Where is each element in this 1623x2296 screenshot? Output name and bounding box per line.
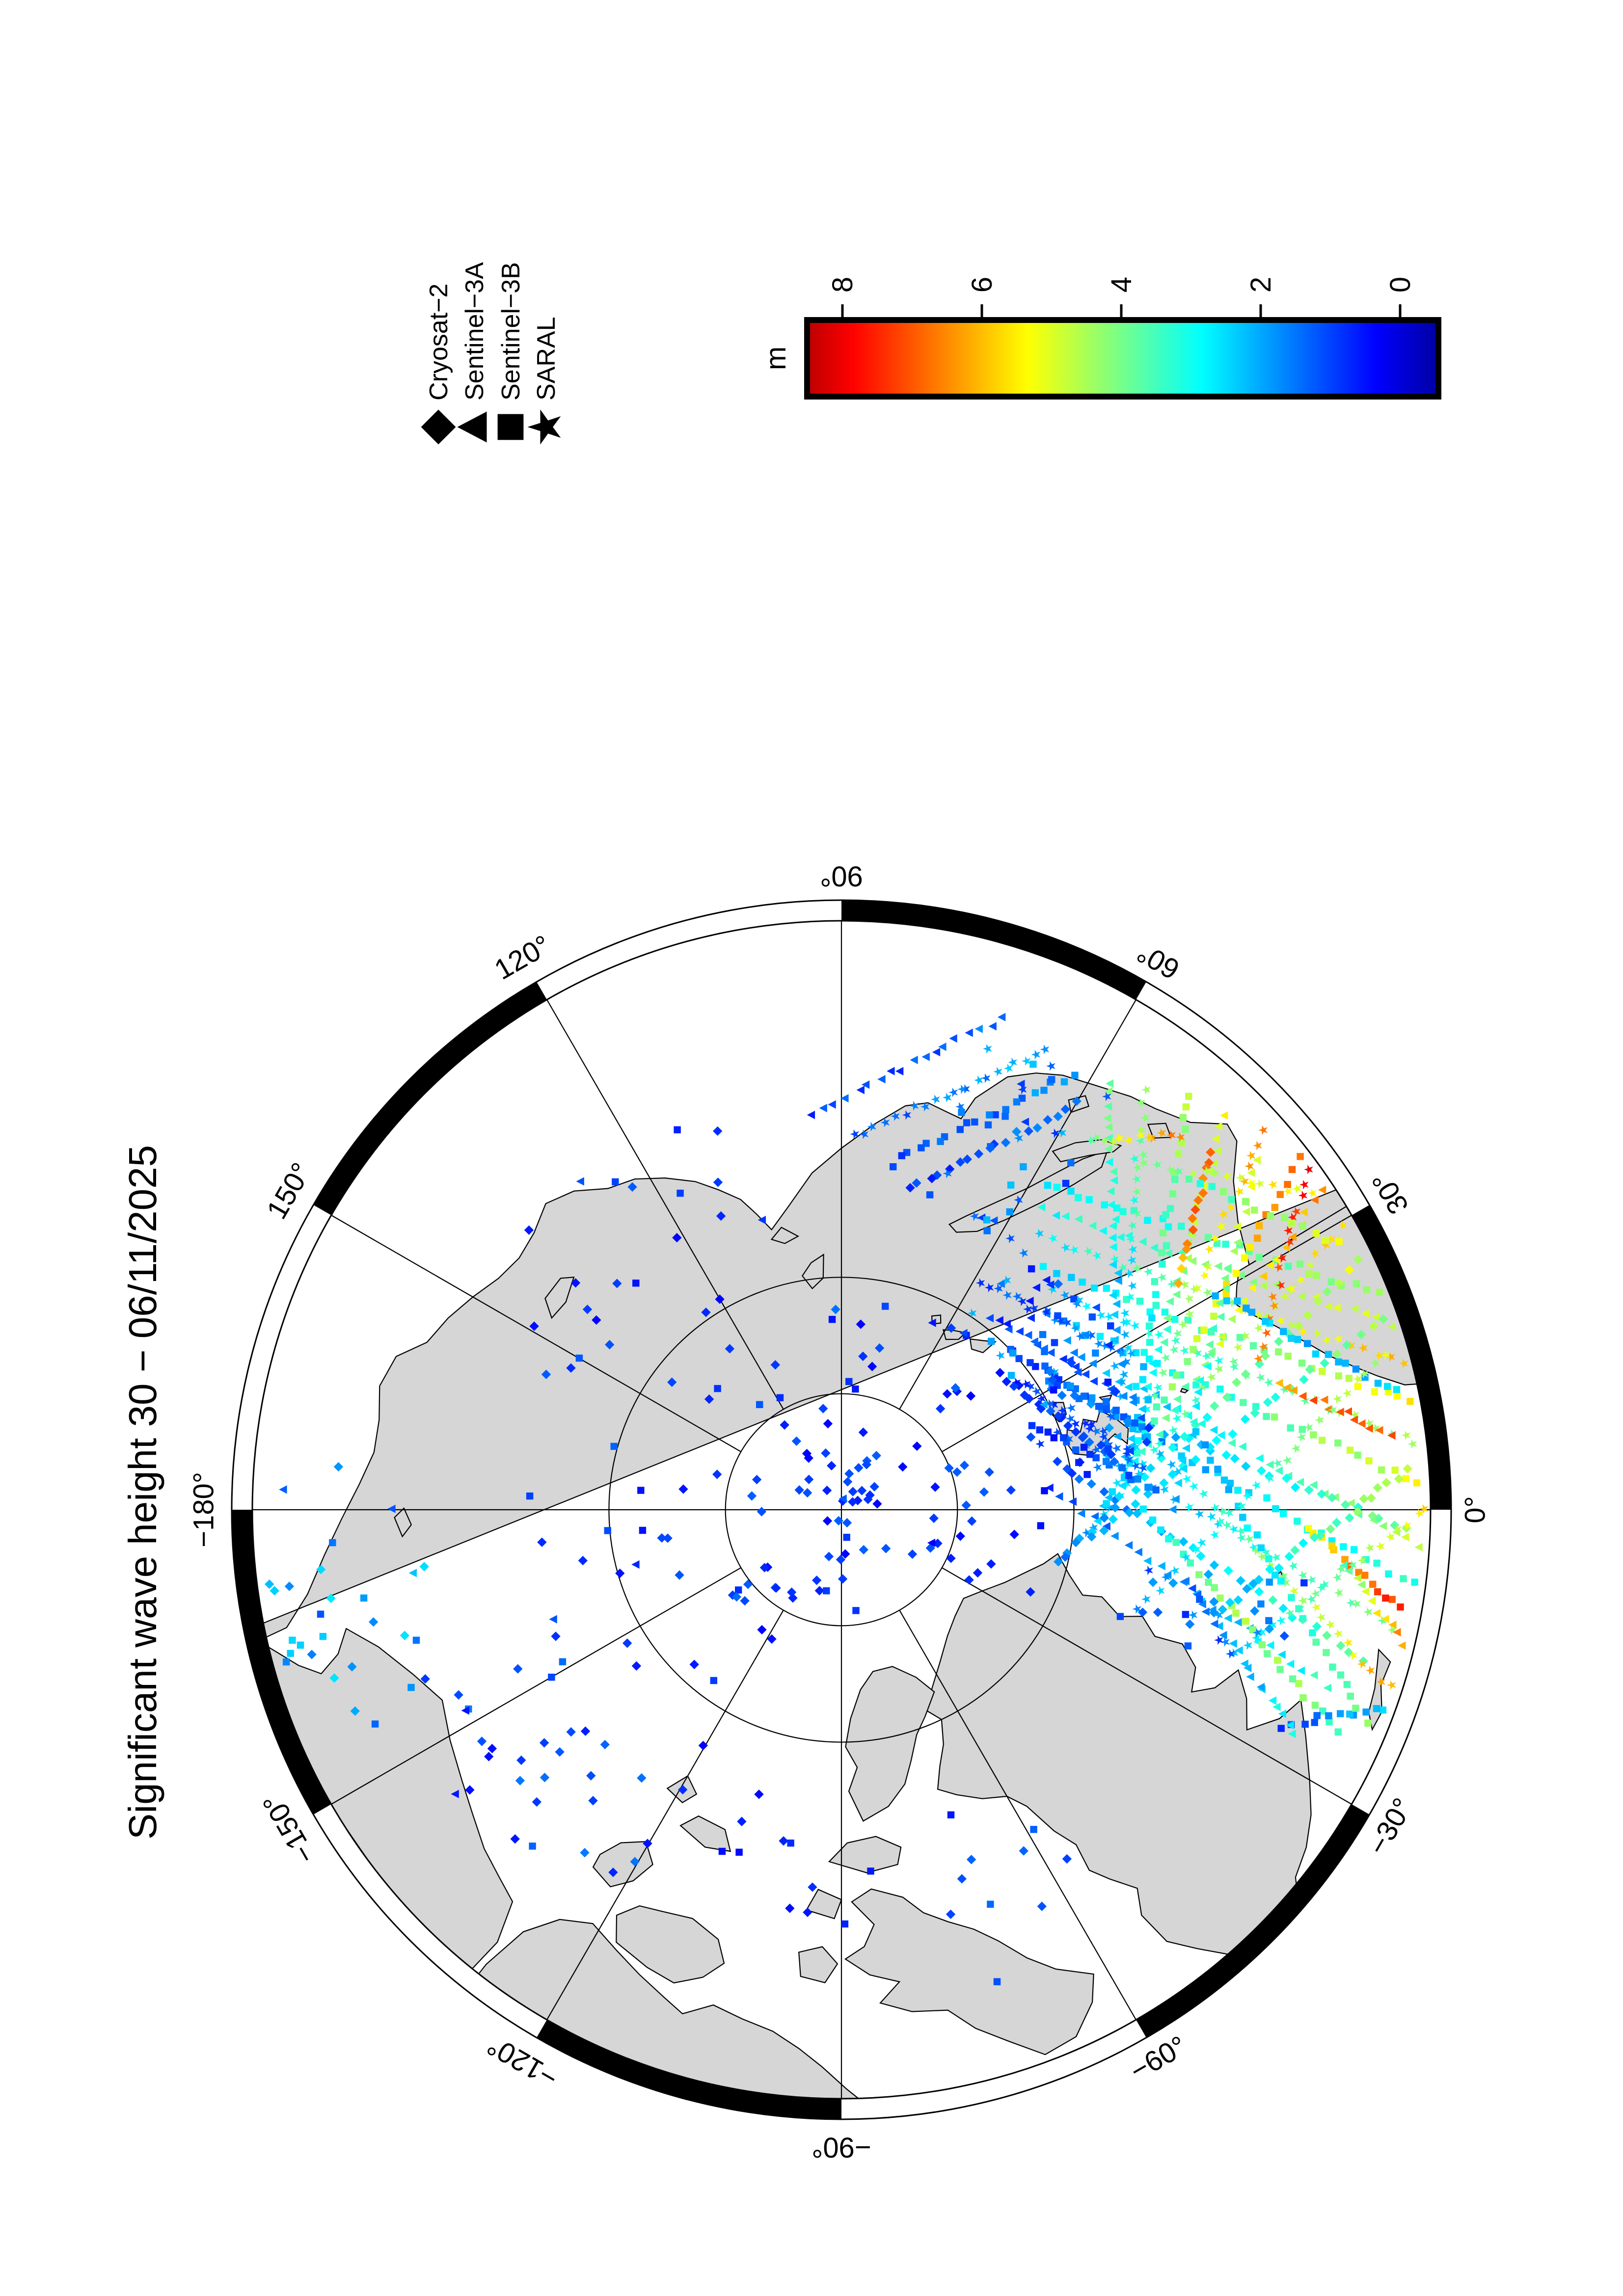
landmasses-layer	[252, 1072, 1431, 2099]
meridian--120	[546, 1610, 784, 2020]
colorbar-tick-label: 8	[827, 277, 859, 293]
meridian-120	[546, 999, 784, 1410]
fancy-frame-ring	[231, 899, 1452, 2120]
land-siberia	[252, 1072, 1431, 1671]
land-baffin-island	[844, 1888, 1094, 2056]
meridian-label-0: 0°	[1459, 1496, 1491, 1523]
land-ellesmere	[845, 1666, 935, 1822]
land-kolguev	[1147, 1122, 1172, 1139]
ring-black-segment	[232, 1510, 331, 1815]
ring-black-segment	[841, 900, 1146, 1000]
colorbar-tick-label: 4	[1106, 277, 1137, 293]
diamond-icon	[421, 409, 456, 445]
legend: Cryosat−2 Sentinel−3A Sentinel−3B SARAL	[421, 262, 561, 445]
colorbar: m 8 6 4 2 0	[760, 277, 1441, 400]
meridian--30	[942, 1567, 1352, 1805]
colorbar-tick-label: 0	[1384, 277, 1416, 293]
legend-label: Cryosat−2	[425, 284, 453, 400]
meridian--60	[899, 1610, 1136, 2020]
square-icon	[497, 414, 524, 440]
colorbar-unit-label: m	[760, 347, 792, 370]
ring-black-segment	[1352, 1205, 1451, 1510]
legend-item-sentinel-3a: Sentinel−3A	[457, 262, 489, 443]
land-franz-josef-2	[942, 1329, 967, 1340]
land-new-siberian	[544, 1276, 575, 1319]
legend-label: SARAL	[532, 317, 561, 400]
ring-black-segment	[537, 2020, 841, 2119]
land-boothia	[798, 1946, 839, 1983]
legend-item-saral: SARAL	[527, 317, 561, 445]
colorbar-gradient	[804, 317, 1441, 400]
ring-black-segment	[1136, 1804, 1370, 2038]
land-severnaya-zemlya-2	[770, 1227, 800, 1244]
scatter-points-layer	[265, 1044, 1308, 1985]
ring-black-segment	[313, 982, 547, 1215]
legend-label: Sentinel−3A	[460, 262, 489, 400]
meridian-label--90: −90°	[812, 2132, 871, 2163]
land-wrangel	[394, 1507, 412, 1538]
meridian--150	[331, 1567, 741, 1805]
land-devon	[828, 1836, 902, 1873]
legend-label: Sentinel−3B	[497, 262, 525, 400]
map-group: 0°30°60°90°120°150°−180°−150°−120°−90°−6…	[188, 860, 1491, 2163]
page-title: Significant wave height 30 − 06/11/2025	[121, 1145, 164, 1840]
land-greenland	[926, 1553, 1312, 1955]
meridian-label-90: 90°	[820, 860, 863, 892]
land-victoria	[616, 1905, 725, 1984]
legend-item-sentinel-3b: Sentinel−3B	[497, 262, 525, 440]
meridian-150	[331, 1215, 741, 1452]
triangle-icon	[457, 411, 487, 443]
land-alaska	[252, 1628, 514, 1987]
legend-item-cryosat-2: Cryosat−2	[421, 284, 456, 445]
meridian-label-180: −180°	[188, 1472, 219, 1548]
meridian-60	[899, 999, 1136, 1410]
land-canada-mainland	[448, 1919, 887, 2099]
colorbar-ticks: 8 6 4 2 0	[827, 277, 1416, 320]
land-banks	[592, 1841, 653, 1888]
star-icon	[527, 409, 561, 445]
land-melville	[679, 1815, 731, 1852]
land-bear-island	[1180, 1388, 1189, 1394]
graticule-layer	[252, 921, 1431, 2099]
colorbar-tick-label: 2	[1245, 277, 1277, 293]
colorbar-tick-label: 6	[966, 277, 998, 293]
